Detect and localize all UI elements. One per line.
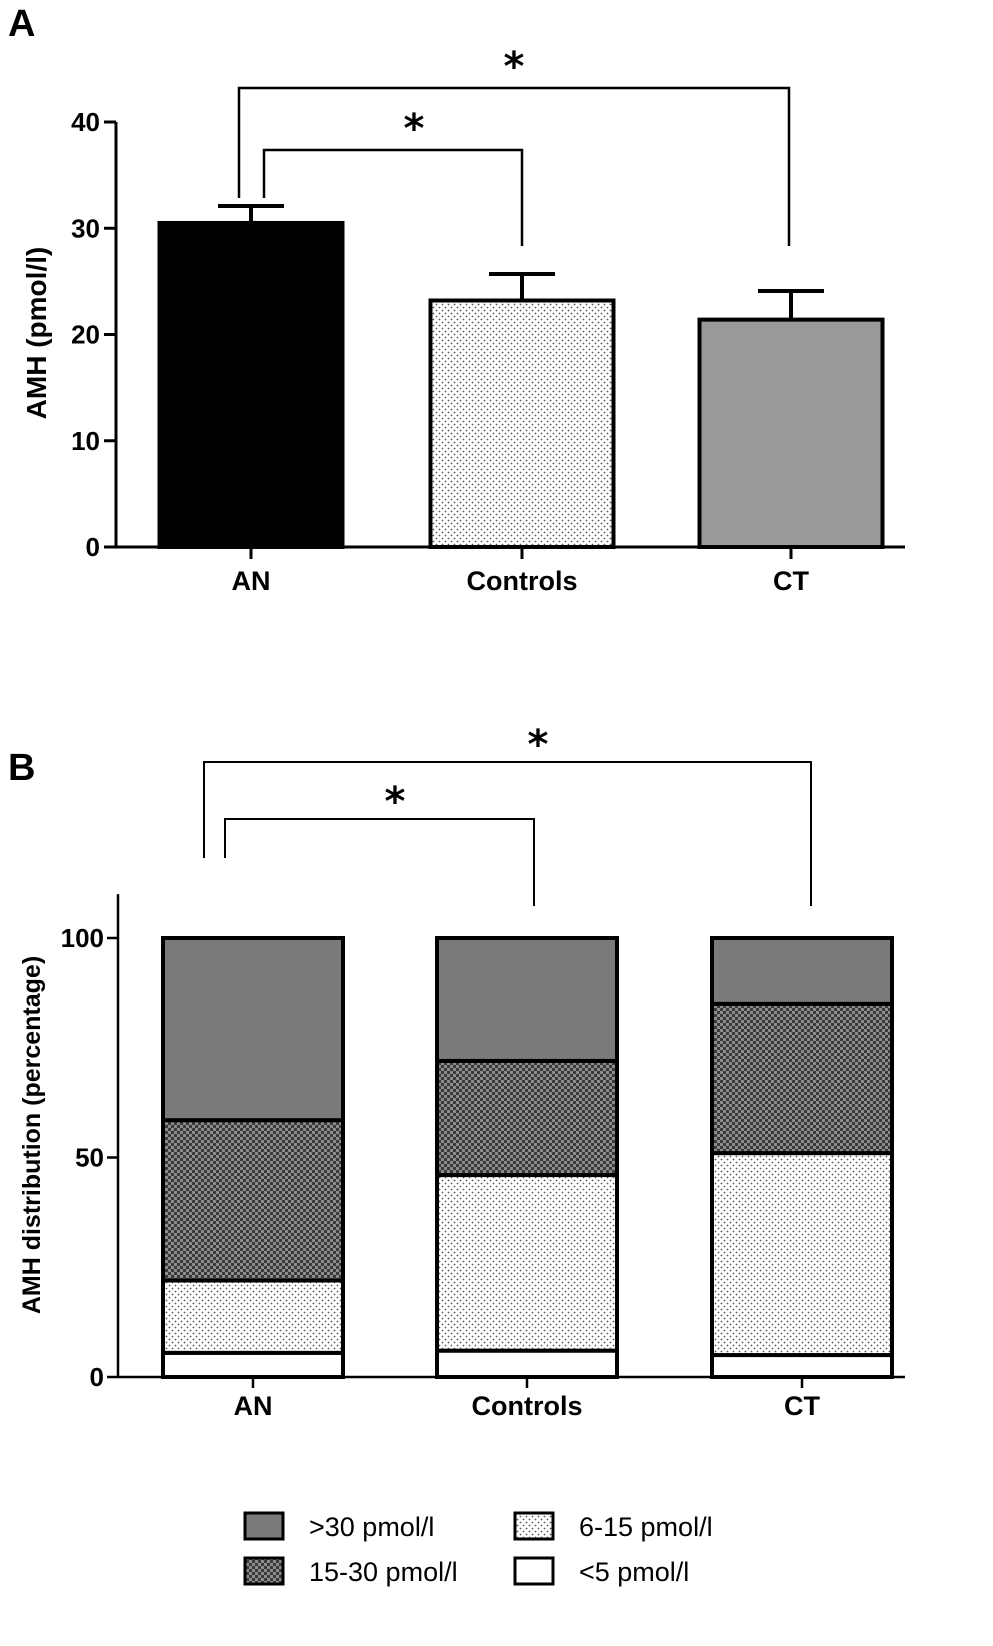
legend-swatch-6-15-pmol-l (513, 1511, 555, 1541)
panel-a-y-tick-label: 0 (86, 532, 100, 562)
panel-b-significance-star: * (385, 779, 406, 825)
panel-b-segment-an-5-pmol-l (161, 1350, 345, 1379)
panel-b-significance: ** (203, 722, 812, 906)
panel-b-segment-ct-30-pmol-l (710, 936, 894, 1006)
panel-b-x-tick-label: Controls (472, 1391, 583, 1421)
panel-a-bracket-an-ct (237, 86, 791, 246)
panel-a-bar-an (157, 220, 345, 549)
panel-b-stacked-bars (161, 936, 894, 1380)
legend-label-5-pmol-l: <5 pmol/l (579, 1557, 689, 1587)
panel-a-bracket-an-controls (262, 148, 524, 246)
panel-a-x-tick-label: Controls (467, 566, 578, 596)
panel-b-segment-controls-6-15-pmol-l (435, 1173, 619, 1353)
panel-b-y-tick-label: 100 (61, 923, 104, 953)
legend-swatch-30-pmol-l (243, 1511, 285, 1541)
panel-a-y-tick-label: 10 (71, 426, 100, 456)
panel-b-segment-an-30-pmol-l (161, 936, 345, 1123)
panel-b-segment-ct-15-30-pmol-l (710, 1001, 894, 1156)
panel-b-axes: 0 50 100 AN Controls CT (61, 894, 905, 1421)
panel-b-x-tick-label: CT (784, 1391, 820, 1421)
panel-b-segment-controls-5-pmol-l (435, 1348, 619, 1380)
panel-a-significance: ** (237, 44, 791, 246)
panel-b-segment-an-15-30-pmol-l (161, 1118, 345, 1283)
panel-b-segment-ct-6-15-pmol-l (710, 1151, 894, 1358)
legend-label-15-30-pmol-l: 15-30 pmol/l (309, 1557, 458, 1587)
panel-a-y-tick-label: 40 (71, 107, 100, 137)
legend-label-6-15-pmol-l: 6-15 pmol/l (579, 1512, 713, 1542)
panel-a-letter: A (8, 3, 35, 45)
panel-b-segment-ct-5-pmol-l (710, 1353, 894, 1380)
legend-swatch-5-pmol-l (513, 1556, 555, 1586)
panel-a-bars (157, 203, 885, 549)
panel-b-x-tick-label: AN (234, 1391, 273, 1421)
panel-b-segment-controls-15-30-pmol-l (435, 1058, 619, 1178)
panel-b-segment-an-6-15-pmol-l (161, 1278, 345, 1355)
panel-a-y-axis-label: AMH (pmol/l) (21, 247, 52, 420)
panel-a-bar-controls (428, 298, 616, 549)
panel-b-y-axis-label: AMH distribution (percentage) (18, 956, 46, 1314)
panel-b-segment-controls-30-pmol-l (435, 936, 619, 1063)
panel-a-y-tick-label: 30 (71, 213, 100, 243)
panel-b: B AMH distribution (percentage) 0 50 100 AN… (8, 722, 905, 1587)
panel-b-legend: >30 pmol/l 15-30 pmol/l 6-15 pmol/l <5 pmol… (243, 1511, 713, 1587)
legend-label-30-pmol-l: >30 pmol/l (309, 1512, 434, 1542)
panel-a-x-tick-label: CT (773, 566, 809, 596)
panel-a-significance-star: * (404, 106, 425, 152)
panel-b-bracket-an-controls (224, 818, 535, 906)
panel-a-significance-star: * (504, 44, 525, 90)
panel-b-bracket-an-ct (203, 761, 812, 906)
panel-a-y-tick-label: 20 (71, 320, 100, 350)
panel-a-bar-ct (697, 317, 885, 549)
legend-swatch-15-30-pmol-l (243, 1556, 285, 1586)
panel-b-letter: B (8, 747, 35, 789)
panel-b-y-tick-label: 50 (75, 1143, 104, 1173)
panel-b-significance-star: * (528, 722, 549, 768)
panel-a-x-tick-label: AN (232, 566, 271, 596)
panel-b-y-tick-label: 0 (90, 1362, 104, 1392)
